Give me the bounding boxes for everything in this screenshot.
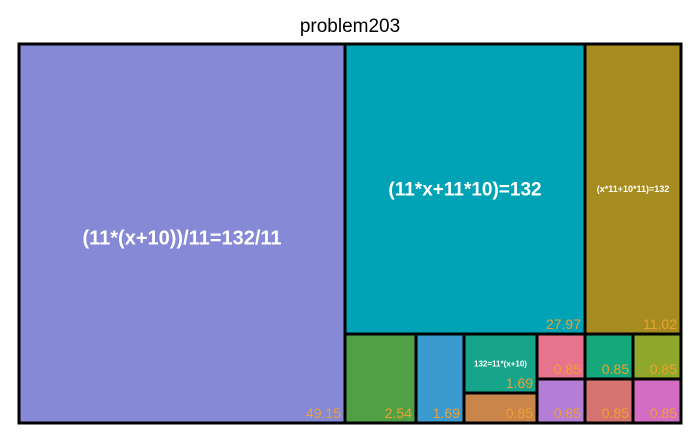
treemap-tile-value: 2.54 <box>385 405 412 421</box>
treemap-tile-rect <box>583 377 635 425</box>
treemap-tile: 0.85 <box>631 332 683 381</box>
treemap-tile-value: 0.85 <box>650 405 677 421</box>
treemap-tile-value: 11.02 <box>643 316 677 332</box>
treemap-tile-label: (x*11+10*11)=132 <box>597 184 670 194</box>
treemap-tile: 2.54 <box>343 332 418 425</box>
treemap-tile: 0.85 <box>631 377 683 425</box>
treemap-tile-value: 1.69 <box>506 375 533 391</box>
treemap-tile: (11*(x+10))/11=132/11 49.15 <box>17 42 347 425</box>
treemap-tile: 0.85 <box>462 391 539 425</box>
treemap-tile: (x*11+10*11)=132 11.02 <box>583 42 683 336</box>
treemap-tile-label: (11*(x+10))/11=132/11 <box>82 227 281 249</box>
treemap-tile-value: 0.85 <box>554 361 581 377</box>
treemap-tile-value: 0.85 <box>602 405 629 421</box>
treemap-tile-rect <box>535 377 587 425</box>
treemap-tile-rect <box>462 391 539 425</box>
treemap-tile-value: 0.85 <box>506 405 533 421</box>
treemap-tile: 132=11*(x+10) 1.69 <box>462 332 539 395</box>
treemap-tile-rect <box>462 332 539 395</box>
treemap-tile-value: 0.85 <box>602 361 629 377</box>
treemap-tile-rect <box>631 377 683 425</box>
treemap-frame <box>17 42 683 425</box>
treemap-tile-value: 0.85 <box>554 405 581 421</box>
treemap-tile-value: 1.69 <box>433 405 460 421</box>
treemap-tile: 1.69 <box>414 332 466 425</box>
treemap-tile-value: 49.15 <box>306 405 341 421</box>
treemap-tile: 0.85 <box>535 377 587 425</box>
treemap-tile-label: 132=11*(x+10) <box>474 359 527 368</box>
treemap-tile: (11*x+11*10)=132 27.97 <box>343 42 587 336</box>
treemap-tile-value: 0.85 <box>650 361 677 377</box>
treemap-tile: 0.85 <box>583 377 635 425</box>
treemap-tile: 0.85 <box>583 332 635 381</box>
treemap-tile-label: (11*x+11*10)=132 <box>388 180 541 201</box>
treemap-tile: 0.85 <box>535 332 587 381</box>
treemap-tile-value: 27.97 <box>546 316 581 332</box>
chart-title: problem203 <box>299 16 401 37</box>
